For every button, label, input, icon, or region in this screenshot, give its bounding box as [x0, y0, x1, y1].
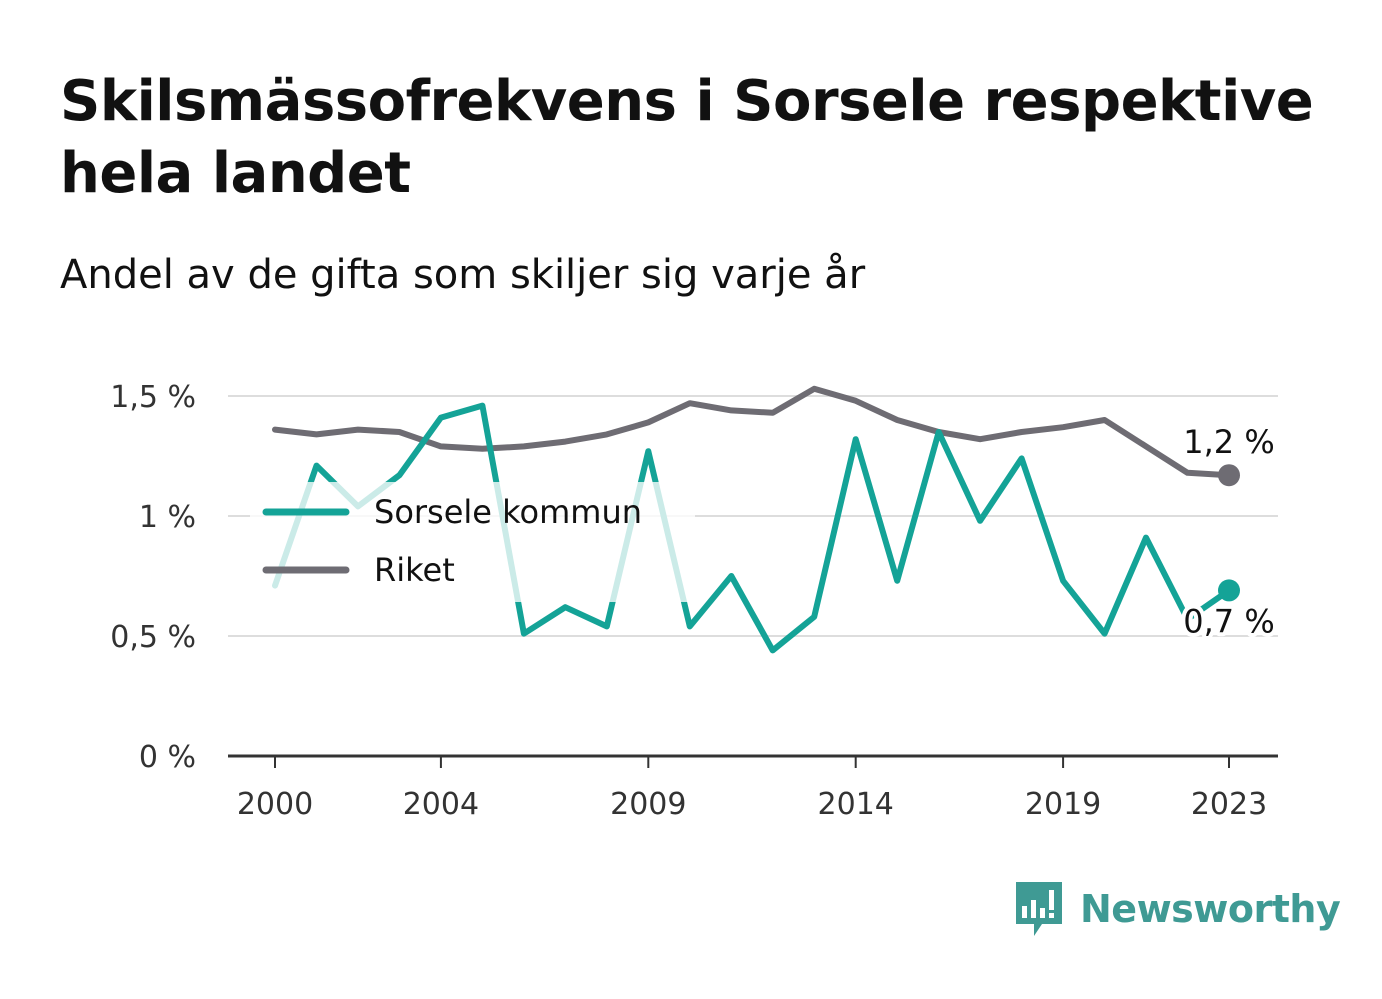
y-tick-label: 0,5 % — [110, 620, 196, 655]
end-value-label: 1,2 % — [1183, 423, 1274, 461]
legend: Sorsele kommun Riket — [250, 482, 695, 602]
x-tick-label: 2000 — [237, 787, 313, 822]
x-tick-label: 2009 — [610, 787, 686, 822]
y-tick-label: 1,5 % — [110, 380, 196, 415]
x-axis-ticks: 2000 2004 2009 2014 2019 2023 — [237, 756, 1267, 822]
x-tick-label: 2014 — [818, 787, 894, 822]
y-tick-label: 0 % — [139, 740, 196, 775]
chart-title: Skilsmässofrekvens i Sorsele respektive … — [60, 69, 1314, 206]
brand-name: Newsworthy — [1080, 887, 1341, 931]
newsworthy-icon — [1016, 882, 1062, 936]
chart-subtitle: Andel av de gifta som skiljer sig varje … — [60, 252, 866, 298]
newsworthy-logo: Newsworthy — [1012, 878, 1341, 940]
legend-background — [250, 482, 695, 602]
x-tick-label: 2004 — [403, 787, 479, 822]
series-lines — [272, 385, 1232, 654]
end-labels: 0,7 % 1,2 % — [1179, 419, 1278, 644]
series-line-sorsele — [272, 402, 1232, 654]
y-tick-label: 1 % — [139, 500, 196, 535]
x-tick-label: 2019 — [1025, 787, 1101, 822]
y-axis-ticks: 0 % 0,5 % 1 % 1,5 % — [110, 380, 196, 775]
end-point — [1218, 464, 1240, 487]
legend-label: Sorsele kommun — [374, 493, 642, 531]
series-line-riket — [272, 385, 1232, 479]
end-point — [1218, 579, 1240, 602]
x-tick-label: 2023 — [1191, 787, 1267, 822]
end-value-label: 0,7 % — [1183, 602, 1274, 640]
legend-label: Riket — [374, 551, 455, 589]
